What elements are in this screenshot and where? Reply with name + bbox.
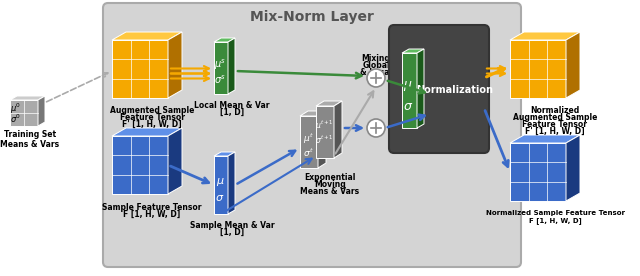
Text: $\mu^{t+1}$: $\mu^{t+1}$ (315, 119, 333, 133)
Polygon shape (168, 128, 182, 194)
Text: $\mu^t$: $\mu^t$ (303, 132, 314, 146)
Text: F [1, H, W, D]: F [1, H, W, D] (529, 217, 581, 224)
Text: Training Set
Means & Vars: Training Set Means & Vars (1, 130, 60, 149)
Text: $\mu$: $\mu$ (216, 176, 225, 188)
Text: $\sigma^0$: $\sigma^0$ (10, 113, 22, 125)
Text: Moving: Moving (314, 180, 346, 189)
Polygon shape (214, 42, 228, 94)
Text: Local Mean & Var: Local Mean & Var (195, 101, 269, 110)
Text: Augmented Sample: Augmented Sample (110, 106, 194, 115)
Text: $\sigma^s$: $\sigma^s$ (214, 74, 226, 86)
Text: F [1, H, W, D]: F [1, H, W, D] (124, 210, 180, 219)
Text: $\sigma$: $\sigma$ (215, 193, 225, 203)
Polygon shape (566, 135, 580, 201)
Text: Feature Tensor: Feature Tensor (522, 120, 588, 129)
Text: [1, D]: [1, D] (220, 228, 244, 237)
Text: Global: Global (362, 61, 390, 70)
FancyBboxPatch shape (103, 3, 521, 267)
Polygon shape (417, 49, 424, 128)
Polygon shape (510, 135, 580, 143)
Text: [1, D]: [1, D] (220, 108, 244, 117)
Text: Normalized: Normalized (531, 106, 580, 115)
FancyBboxPatch shape (389, 25, 489, 153)
Text: F' [1, H, W, D]: F' [1, H, W, D] (525, 127, 585, 136)
Polygon shape (318, 111, 326, 168)
Polygon shape (316, 101, 342, 106)
Polygon shape (10, 96, 45, 100)
Polygon shape (112, 128, 182, 136)
Polygon shape (510, 32, 580, 40)
Text: Augmented Sample: Augmented Sample (513, 113, 597, 122)
Polygon shape (228, 38, 235, 94)
Polygon shape (168, 32, 182, 98)
Text: $\mu^s$: $\mu^s$ (214, 58, 226, 72)
Text: Sample Mean & Var: Sample Mean & Var (189, 221, 275, 230)
Circle shape (367, 119, 385, 137)
Polygon shape (112, 32, 182, 40)
Polygon shape (214, 156, 228, 214)
Text: Mixing: Mixing (362, 54, 390, 63)
Polygon shape (112, 40, 168, 98)
Text: & Local: & Local (360, 68, 392, 77)
Polygon shape (300, 111, 326, 116)
Text: Feature Tensor: Feature Tensor (120, 113, 184, 122)
Polygon shape (566, 32, 580, 98)
Polygon shape (214, 152, 235, 156)
Polygon shape (112, 136, 168, 194)
Polygon shape (228, 152, 235, 214)
Text: $\sigma^{t+1}$: $\sigma^{t+1}$ (315, 134, 333, 146)
Text: $\mu^0$: $\mu^0$ (10, 102, 22, 116)
Text: Sample Feature Tensor: Sample Feature Tensor (102, 203, 202, 212)
Text: Mix-Norm Layer: Mix-Norm Layer (250, 10, 374, 24)
Circle shape (367, 69, 385, 87)
Text: F' [1, H, W, D]: F' [1, H, W, D] (122, 120, 182, 129)
Text: $\sigma$: $\sigma$ (403, 100, 413, 113)
Polygon shape (300, 116, 318, 168)
Text: Means & Vars: Means & Vars (300, 187, 360, 196)
Polygon shape (402, 49, 424, 53)
Text: $\mu$: $\mu$ (403, 79, 413, 93)
Polygon shape (510, 40, 566, 98)
Text: $\sigma^t$: $\sigma^t$ (303, 147, 314, 159)
Polygon shape (38, 96, 45, 126)
Polygon shape (316, 106, 334, 158)
Polygon shape (334, 101, 342, 158)
Polygon shape (214, 38, 235, 42)
Text: Exponential: Exponential (304, 173, 356, 182)
Text: Normalized Sample Feature Tensor: Normalized Sample Feature Tensor (486, 210, 625, 216)
Polygon shape (510, 143, 566, 201)
Text: Normalization: Normalization (417, 85, 493, 95)
Polygon shape (402, 53, 417, 128)
Polygon shape (10, 100, 38, 126)
